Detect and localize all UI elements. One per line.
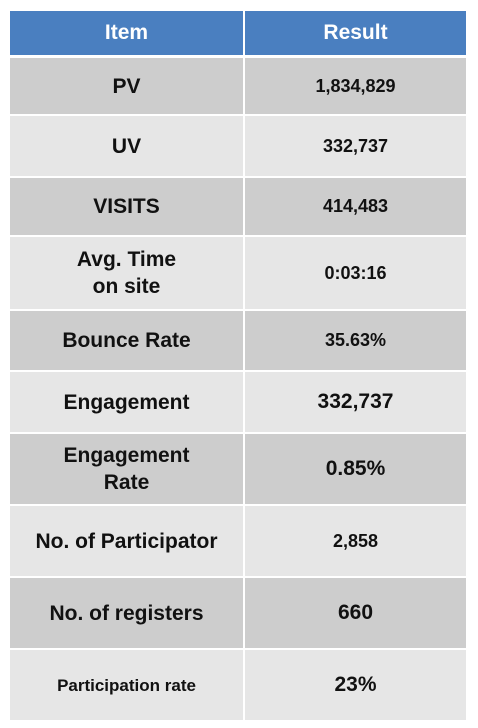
table-row: VISITS 414,483	[10, 178, 466, 237]
row-item-cell: No. of registers	[10, 578, 245, 648]
row-result-cell: 332,737	[245, 116, 466, 176]
table-row: Engagement Rate 0.85%	[10, 434, 466, 506]
table-row: PV 1,834,829	[10, 58, 466, 116]
row-item-label: Engagement Rate	[63, 444, 190, 494]
row-result-value: 1,834,829	[315, 75, 396, 96]
row-result-cell: 23%	[245, 650, 466, 720]
row-item-label: PV	[112, 74, 141, 98]
row-item-cell: No. of Participator	[10, 506, 245, 576]
row-result-cell: 0:03:16	[245, 237, 466, 309]
row-result-cell: 1,834,829	[245, 58, 466, 114]
results-table: Item Result PV 1,834,829 UV 332,737 VISI…	[10, 11, 466, 720]
row-item-cell: Bounce Rate	[10, 311, 245, 370]
row-item-cell: Engagement	[10, 372, 245, 432]
row-item-label: UV	[111, 134, 142, 158]
header-item: Item	[10, 11, 245, 55]
row-result-cell: 0.85%	[245, 434, 466, 504]
row-item-label: No. of registers	[49, 601, 204, 625]
row-item-label: Avg. Time on site	[76, 248, 177, 298]
row-item-label: VISITS	[93, 195, 160, 218]
row-item-cell: Participation rate	[10, 650, 245, 720]
row-result-value: 2,858	[332, 530, 379, 551]
table-row: Bounce Rate 35.63%	[10, 311, 466, 372]
row-result-value: 414,483	[322, 196, 389, 216]
row-result-cell: 35.63%	[245, 311, 466, 370]
row-result-value: 332,737	[322, 135, 389, 156]
row-result-value: 332,737	[317, 390, 394, 413]
row-item-label: No. of Participator	[35, 529, 218, 553]
table-row: Engagement 332,737	[10, 372, 466, 434]
row-item-cell: VISITS	[10, 178, 245, 235]
table-row: Avg. Time on site 0:03:16	[10, 237, 466, 311]
header-result: Result	[245, 11, 466, 55]
table-row: No. of Participator 2,858	[10, 506, 466, 578]
table-row: Participation rate 23%	[10, 650, 466, 720]
row-result-cell: 332,737	[245, 372, 466, 432]
row-result-value: 0:03:16	[324, 262, 387, 283]
row-item-label: Bounce Rate	[62, 329, 191, 352]
row-result-value: 0.85%	[325, 457, 386, 480]
row-item-cell: PV	[10, 58, 245, 114]
row-result-cell: 660	[245, 578, 466, 648]
row-item-cell: UV	[10, 116, 245, 176]
row-result-value: 35.63%	[324, 330, 387, 350]
row-item-label: Participation rate	[57, 675, 196, 695]
row-item-cell: Avg. Time on site	[10, 237, 245, 309]
row-result-value: 660	[337, 601, 374, 624]
row-item-cell: Engagement Rate	[10, 434, 245, 504]
table-row: UV 332,737	[10, 116, 466, 178]
row-result-value: 23%	[334, 673, 377, 696]
table-header: Item Result	[10, 11, 466, 58]
row-result-cell: 2,858	[245, 506, 466, 576]
table-row: No. of registers 660	[10, 578, 466, 650]
row-result-cell: 414,483	[245, 178, 466, 235]
row-item-label: Engagement	[63, 390, 190, 414]
